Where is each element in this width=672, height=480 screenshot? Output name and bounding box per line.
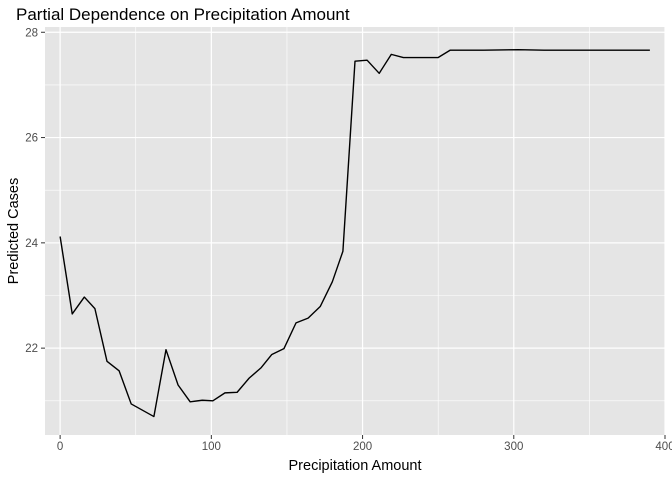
grid-major	[45, 27, 666, 435]
x-tick-label: 300	[504, 441, 523, 453]
y-tick-label: 28	[25, 27, 38, 39]
y-axis-ticks: 22 24 26 28	[25, 27, 45, 355]
x-tick-label: 0	[57, 441, 63, 453]
x-tick-label: 200	[353, 441, 372, 453]
plot-panel	[45, 27, 665, 435]
y-tick-label: 26	[25, 133, 38, 145]
y-axis-title: Predicted Cases	[6, 178, 22, 284]
x-axis-title: Precipitation Amount	[289, 458, 422, 474]
series-line	[59, 48, 650, 418]
y-tick-label: 24	[25, 238, 38, 250]
chart-title: Partial Dependence on Precipitation Amou…	[16, 5, 350, 24]
x-axis-ticks: 0 100 200 300 400	[57, 435, 672, 453]
grid-minor	[45, 27, 665, 435]
x-tick-label: 100	[202, 441, 221, 453]
x-tick-label: 400	[655, 441, 672, 453]
y-tick-label: 22	[25, 343, 38, 355]
